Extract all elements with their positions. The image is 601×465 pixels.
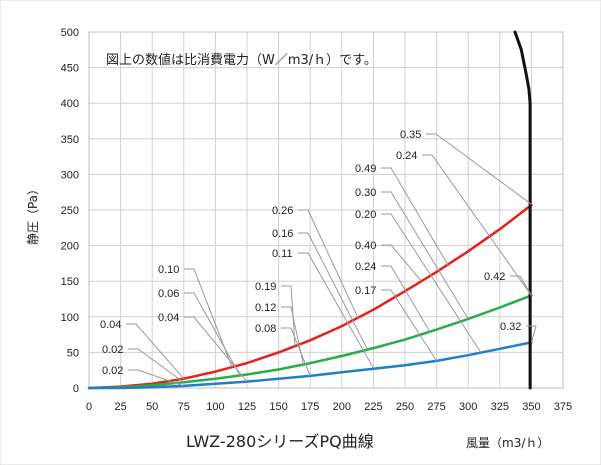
x-tick-label: 250: [396, 401, 414, 413]
annotation-label: 0.12: [255, 302, 276, 314]
annotation-leader: [281, 285, 296, 346]
x-tick-label: 125: [238, 401, 256, 413]
annotation-label: 0.19: [255, 281, 276, 293]
x-axis-label: 風量（m3/ｈ）: [466, 436, 549, 450]
annotation-label: 0.16: [272, 228, 293, 240]
x-tick-label: 375: [554, 401, 572, 413]
annotation-label: 0.02: [102, 344, 123, 356]
y-tick-label: 100: [61, 312, 79, 324]
x-tick-label: 175: [301, 401, 319, 413]
x-tick-label: 325: [491, 401, 509, 413]
annotation-leader: [128, 369, 184, 387]
x-tick-label: 0: [86, 401, 92, 413]
annotation-label: 0.40: [355, 240, 376, 252]
y-tick-label: 200: [61, 241, 79, 253]
y-tick-label: 250: [61, 205, 79, 217]
y-tick-label: 350: [61, 134, 79, 146]
annotation-leader: [381, 167, 450, 268]
chart-title: LWZ-280シリーズPQ曲線: [186, 432, 374, 451]
annotation-leader: [526, 325, 537, 343]
annotation-leader: [184, 292, 242, 377]
annotation-leader: [426, 133, 532, 205]
x-tick-label: 75: [178, 401, 190, 413]
annotation-label: 0.11: [272, 248, 293, 260]
y-axis-label: 静圧（Pa）: [26, 183, 40, 245]
annotation-label: 0.26: [272, 205, 293, 217]
annotation-label: 0.24: [355, 261, 376, 273]
annotation-leader: [381, 289, 438, 362]
annotation-leader: [184, 268, 233, 367]
annotation-label: 0.02: [102, 365, 123, 377]
x-tick-label: 50: [146, 401, 158, 413]
annotation-leader: [381, 265, 431, 333]
x-tick-label: 150: [269, 401, 287, 413]
annotation-leader: [381, 244, 422, 282]
annotation-label: 0.08: [255, 323, 276, 335]
annotation-leader: [510, 275, 532, 296]
x-tick-label: 350: [522, 401, 540, 413]
annotation-label: 0.04: [158, 312, 179, 324]
annotation-leader: [128, 348, 185, 383]
annotation-leader: [126, 323, 185, 380]
y-tick-label: 50: [67, 347, 79, 359]
annotation-label: 0.24: [396, 150, 417, 162]
annotation-label: 0.17: [355, 285, 376, 297]
x-tick-label: 100: [206, 401, 224, 413]
chart-note: 図上の数値は比消費電力（W／m3/ｈ）です。: [106, 52, 377, 68]
annotation-label: 0.10: [158, 264, 179, 276]
plot-area-border: [88, 31, 564, 389]
series-line-1: [87, 294, 533, 390]
series-line-3: [513, 30, 532, 390]
annotation-label: 0.20: [355, 209, 376, 221]
annotation-label: 0.04: [100, 319, 121, 331]
annotation-leader: [422, 154, 532, 296]
annotation-leader: [298, 252, 374, 369]
x-tick-label: 200: [333, 401, 351, 413]
y-tick-label: 450: [61, 63, 79, 75]
annotation-leader: [381, 191, 469, 320]
annotation-leader: [281, 306, 305, 367]
annotation-leader: [381, 213, 482, 353]
annotation-leader: [184, 316, 248, 382]
x-tick-label: 275: [427, 401, 445, 413]
y-tick-label: 400: [61, 98, 79, 110]
annotation-leader: [298, 232, 368, 350]
annotation-label: 0.49: [355, 163, 376, 175]
x-tick-label: 300: [459, 401, 477, 413]
y-tick-label: 0: [73, 383, 79, 395]
y-tick-label: 500: [61, 27, 79, 39]
annotation-label: 0.06: [158, 288, 179, 300]
annotation-leader: [298, 209, 359, 319]
annotation-label: 0.35: [400, 129, 421, 141]
annotation-label: 0.32: [500, 321, 521, 333]
x-tick-label: 225: [364, 401, 382, 413]
annotation-label: 0.30: [355, 187, 376, 199]
y-tick-label: 150: [61, 276, 79, 288]
x-tick-label: 25: [114, 401, 126, 413]
annotation-leader: [281, 327, 311, 377]
series-line-0: [87, 203, 533, 390]
annotation-label: 0.42: [484, 271, 505, 283]
y-tick-label: 300: [61, 169, 79, 181]
